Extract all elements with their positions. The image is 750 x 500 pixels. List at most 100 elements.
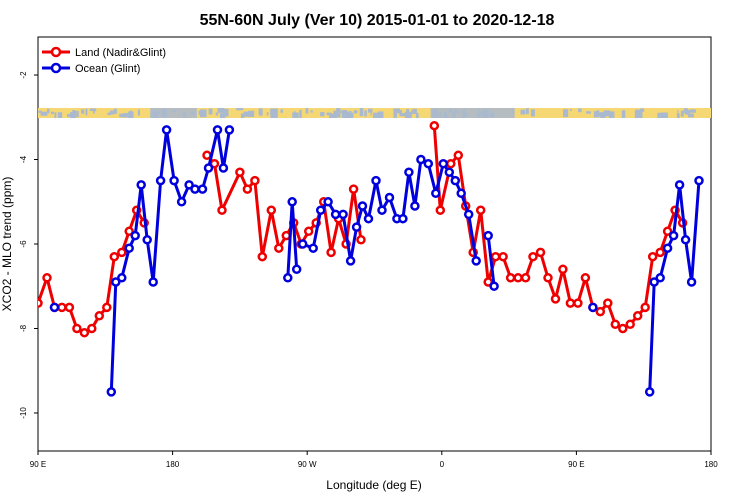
ocean-patch [92, 108, 95, 114]
ocean-patch [411, 109, 413, 115]
x-tick-label: 180 [704, 460, 718, 469]
land-data-point [348, 184, 359, 194]
ocean-patch [530, 109, 535, 117]
ocean-data-point [404, 167, 414, 177]
ocean-patch [415, 112, 419, 118]
ocean-patch [50, 111, 54, 115]
ocean-data-point [384, 192, 395, 203]
ocean-patch [223, 108, 229, 117]
ocean-patch [359, 108, 364, 117]
land-data-point [573, 298, 583, 308]
ocean-patch [122, 113, 128, 118]
y-tick-label: -10 [19, 407, 28, 419]
legend-ocean-marker [50, 62, 62, 74]
plot-frame [37, 36, 712, 452]
ocean-patch [40, 111, 48, 116]
ocean-patch [661, 112, 668, 118]
ocean-data-point [489, 281, 499, 291]
ocean-data-point [169, 175, 179, 186]
ocean-region [720, 108, 748, 118]
ocean-patch [85, 108, 88, 116]
ocean-patch [399, 110, 402, 114]
ocean-data-point [330, 209, 341, 220]
land-data-point [543, 273, 553, 283]
ocean-data-point [49, 302, 60, 313]
land-data-point [453, 150, 464, 161]
ocean-data-point [224, 125, 235, 135]
ocean-patch [376, 113, 380, 118]
land-data-point [435, 205, 446, 215]
ocean-data-point [130, 230, 140, 241]
land-data-point [580, 273, 591, 283]
ocean-data-point [471, 256, 481, 266]
ocean-patch [217, 108, 225, 113]
ocean-data-point [668, 230, 679, 241]
land-data-point [498, 251, 508, 262]
ocean-data-point [345, 256, 356, 266]
ocean-data-point [212, 125, 223, 135]
ocean-data-point [351, 222, 362, 232]
ocean-patch [334, 113, 336, 118]
ocean-patch [353, 110, 358, 114]
ocean-data-point [283, 273, 293, 283]
ocean-data-point [377, 205, 387, 215]
legend: Land (Nadir&Glint) Ocean (Glint) [42, 46, 166, 75]
legend-land-label: Land (Nadir&Glint) [75, 47, 166, 59]
ocean-series-line [486, 235, 496, 287]
ocean-patch [329, 113, 335, 118]
ocean-patch [608, 111, 615, 118]
x-tick-label: 90 E [30, 460, 46, 469]
ocean-patch [372, 112, 379, 118]
ocean-patch [270, 111, 276, 118]
ocean-region [150, 108, 197, 118]
land-data-point [109, 251, 120, 262]
ocean-data-point [398, 213, 408, 224]
ocean-data-point [184, 180, 194, 190]
ocean-data-point [416, 154, 426, 165]
x-tick-label: 90 E [568, 460, 584, 469]
ocean-patch [47, 108, 50, 114]
ocean-data-point [106, 387, 117, 397]
ocean-patch [689, 109, 696, 113]
ocean-data-point [291, 264, 302, 275]
land-data-point [640, 302, 650, 313]
x-axis: 90 E 180 90 W 0 90 E 180 [30, 451, 718, 469]
ocean-patch [236, 108, 244, 111]
ocean-data-point [431, 188, 441, 199]
ocean-patch [67, 113, 73, 117]
land-data-point [303, 226, 314, 237]
ocean-data-point [218, 163, 229, 173]
land-data-point [266, 205, 277, 215]
ocean-data-point [315, 205, 326, 215]
ocean-patch [293, 111, 296, 116]
ocean-patch [81, 109, 85, 114]
y-tick-label: -8 [19, 324, 28, 332]
ocean-patch [137, 109, 140, 116]
ocean-data-point [588, 302, 598, 313]
ocean-patch [336, 108, 341, 117]
ocean-patch [266, 112, 269, 116]
land-data-point [475, 205, 486, 215]
land-data-point [595, 306, 606, 317]
land-data-point [610, 319, 621, 330]
land-data-point [429, 120, 440, 131]
ocean-data-point [176, 197, 187, 207]
ocean-region [430, 108, 515, 118]
ocean-data-point [338, 209, 348, 220]
land-data-point [250, 175, 260, 186]
land-data-point [647, 251, 658, 262]
ocean-data-point [357, 201, 368, 211]
ocean-patch [412, 108, 417, 114]
land-series-line [205, 154, 363, 259]
ocean-data-point [148, 277, 158, 287]
ocean-patch [635, 109, 639, 114]
ocean-data-point [124, 243, 134, 253]
ocean-data-point [197, 184, 208, 194]
land-data-point [64, 302, 75, 313]
ocean-patch [248, 110, 255, 117]
ocean-patch [370, 109, 372, 116]
land-data-point [558, 264, 568, 275]
ocean-data-point [649, 277, 659, 287]
legend-land-marker [50, 46, 62, 58]
land-data-point [87, 323, 97, 334]
